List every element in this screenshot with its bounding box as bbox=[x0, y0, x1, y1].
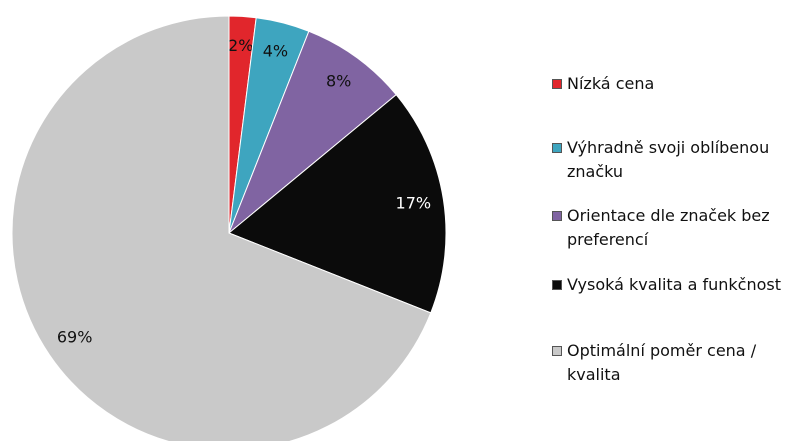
data-label: 4% bbox=[263, 42, 288, 61]
pie-slice bbox=[228, 30, 397, 234]
legend-item: Vysoká kvalita a funkčnost bbox=[552, 273, 807, 297]
legend-label: Orientace dle značek bez preferencí bbox=[567, 206, 770, 249]
data-label: 8% bbox=[326, 72, 351, 91]
legend-label: Optimální poměr cena / kvalita bbox=[567, 341, 757, 384]
data-label: 2% bbox=[228, 36, 253, 55]
legend-swatch bbox=[552, 143, 562, 153]
legend-label: Výhradně svoji oblíbenou značku bbox=[567, 138, 770, 181]
legend-label: Vysoká kvalita a funkčnost bbox=[567, 275, 781, 294]
legend-swatch bbox=[552, 211, 562, 221]
pie-slice bbox=[11, 15, 432, 441]
legend-item: Nízká cena bbox=[552, 72, 807, 96]
data-label: 69% bbox=[57, 327, 93, 346]
legend-swatch bbox=[552, 280, 562, 290]
pie-slice bbox=[228, 93, 447, 314]
legend-item: Výhradně svoji oblíbenou značku bbox=[552, 136, 807, 184]
legend-item: Orientace dle značek bez preferencí bbox=[552, 204, 807, 252]
legend-item: Optimální poměr cena / kvalita bbox=[552, 339, 807, 387]
data-label: 17% bbox=[396, 193, 432, 212]
legend-swatch bbox=[552, 346, 562, 356]
legend-swatch bbox=[552, 79, 562, 89]
pie-area: 2% 4% 8% 17% 69% bbox=[11, 15, 447, 441]
legend-label: Nízká cena bbox=[567, 74, 655, 93]
